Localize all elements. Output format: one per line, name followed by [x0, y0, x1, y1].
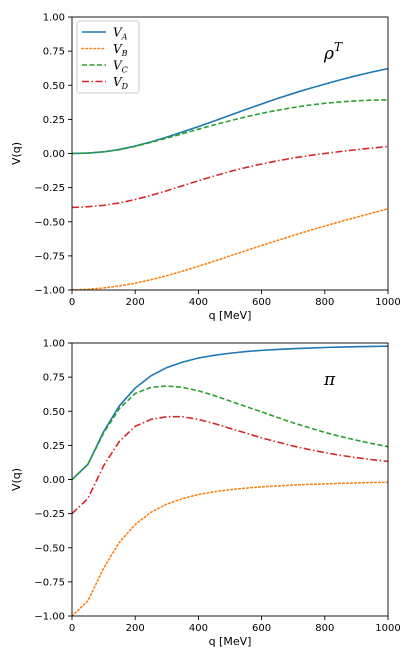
series-line-v-d — [72, 145, 388, 209]
axes-frame — [71, 342, 389, 617]
y-tick-label: −1.00 — [34, 612, 65, 623]
y-axis-label: V(q) — [10, 142, 23, 165]
x-tick-label: 200 — [126, 623, 145, 634]
y-tick-label: −0.25 — [34, 183, 65, 194]
x-tick-label: 400 — [189, 623, 208, 634]
series-line-v-a — [72, 345, 388, 481]
x-tick-label: 800 — [315, 297, 334, 308]
y-tick-label: 0.00 — [43, 475, 65, 486]
y-tick-label: −0.75 — [34, 577, 65, 588]
series-group — [72, 345, 388, 616]
panel-label-main: ρ — [323, 44, 334, 64]
y-tick-label: −0.50 — [34, 217, 65, 228]
x-tick-label: 800 — [315, 623, 334, 634]
y-axis-label: V(q) — [10, 468, 23, 491]
x-tick-label: 1000 — [375, 297, 400, 308]
y-tick-label: 0.75 — [43, 373, 65, 384]
y-tick-label: 1.00 — [43, 13, 65, 24]
legend-label-sub: B — [121, 49, 128, 58]
x-axis-label: q [MeV] — [209, 309, 252, 322]
panel-rho-t: 0 200 400 600 800 1000 −1.00 −0.75 −0.50 −0.25 0.0… — [10, 13, 401, 323]
legend-label-v-d: VD — [113, 75, 129, 91]
x-tick-label: 1000 — [375, 623, 400, 634]
legend-label-main: V — [113, 42, 123, 56]
y-tick-label: 1.00 — [43, 339, 65, 350]
legend-label-v-b: VB — [113, 42, 128, 58]
series-line-v-c — [72, 385, 388, 481]
x-tick-label: 600 — [252, 297, 271, 308]
series-line-v-b — [72, 481, 388, 616]
series-line-v-c — [72, 99, 388, 155]
legend-label-main: V — [113, 75, 123, 89]
legend-label-v-c: VC — [113, 59, 128, 75]
panel-label: π — [323, 370, 336, 390]
series-group — [72, 67, 388, 290]
series-line-v-b — [72, 207, 388, 290]
x-axis-label: q [MeV] — [209, 635, 252, 648]
y-tick-label: 0.50 — [43, 407, 65, 418]
y-tick-label: −1.00 — [34, 286, 65, 297]
legend-label-main: V — [113, 59, 123, 73]
legend-label-sub: A — [121, 33, 128, 42]
y-tick-label: 0.50 — [43, 81, 65, 92]
x-tick-label: 0 — [69, 623, 75, 634]
y-tick-label: 0.75 — [43, 47, 65, 58]
panel-label: ρT — [323, 40, 343, 64]
legend-label-main: V — [113, 26, 123, 40]
panel-label-main: π — [323, 370, 336, 390]
y-tick-label: −0.25 — [34, 509, 65, 520]
x-tick-label: 200 — [126, 297, 145, 308]
legend-label-sub: D — [121, 82, 129, 91]
x-tick-label: 0 — [69, 297, 75, 308]
legend-label-v-a: VA — [113, 26, 128, 42]
y-tick-label: 0.25 — [43, 441, 65, 452]
y-tick-label: −0.75 — [34, 251, 65, 262]
y-tick-label: 0.25 — [43, 115, 65, 126]
x-tick-label: 400 — [189, 297, 208, 308]
y-tick-label: 0.00 — [43, 149, 65, 160]
panel-label-sup: T — [334, 40, 343, 54]
panel-pi: 0 200 400 600 800 1000 −1.00 −0.75 −0.50 −0.25 0.0… — [10, 339, 401, 649]
y-tick-label: −0.50 — [34, 543, 65, 554]
series-line-v-d — [72, 415, 388, 515]
legend-label-sub: C — [122, 66, 128, 75]
x-tick-label: 600 — [252, 623, 271, 634]
legend-box — [76, 20, 140, 94]
